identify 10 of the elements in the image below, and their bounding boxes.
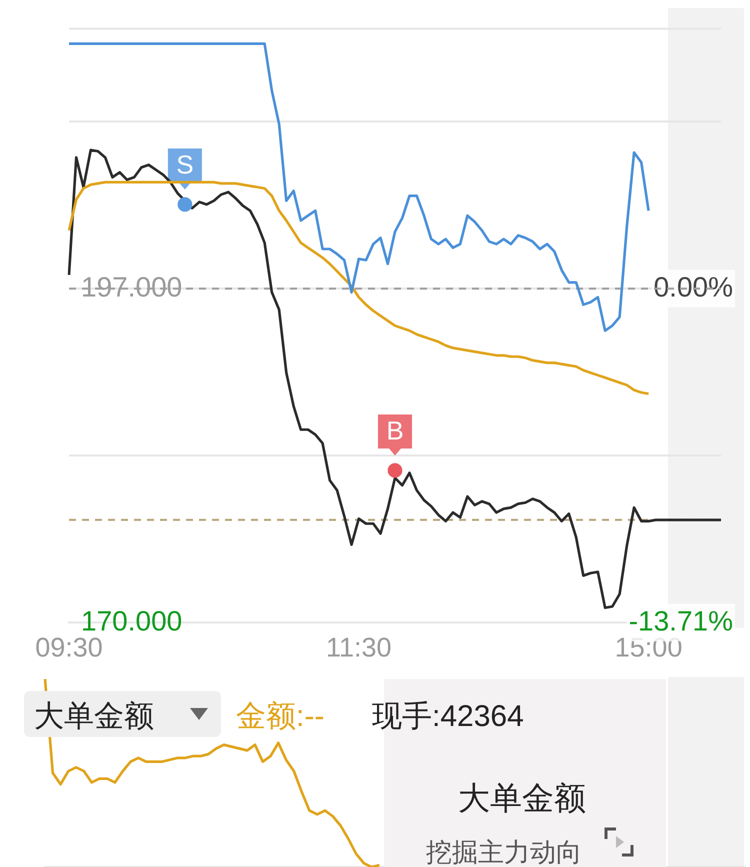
series-label: S [176,150,194,180]
annotation: 挖掘主力动向 [426,837,582,867]
annotation: 大单金额 [34,699,154,735]
annotation: 金额:-- [236,699,324,735]
y-tick-label: 197.000 [81,271,182,302]
series-label: B [386,416,404,446]
annotation: 大单金额 [458,779,586,818]
annotation: 现手:42364 [372,699,524,735]
y2-tick-label: 0.00% [654,271,733,302]
x-tick-label: 11:30 [326,632,392,662]
